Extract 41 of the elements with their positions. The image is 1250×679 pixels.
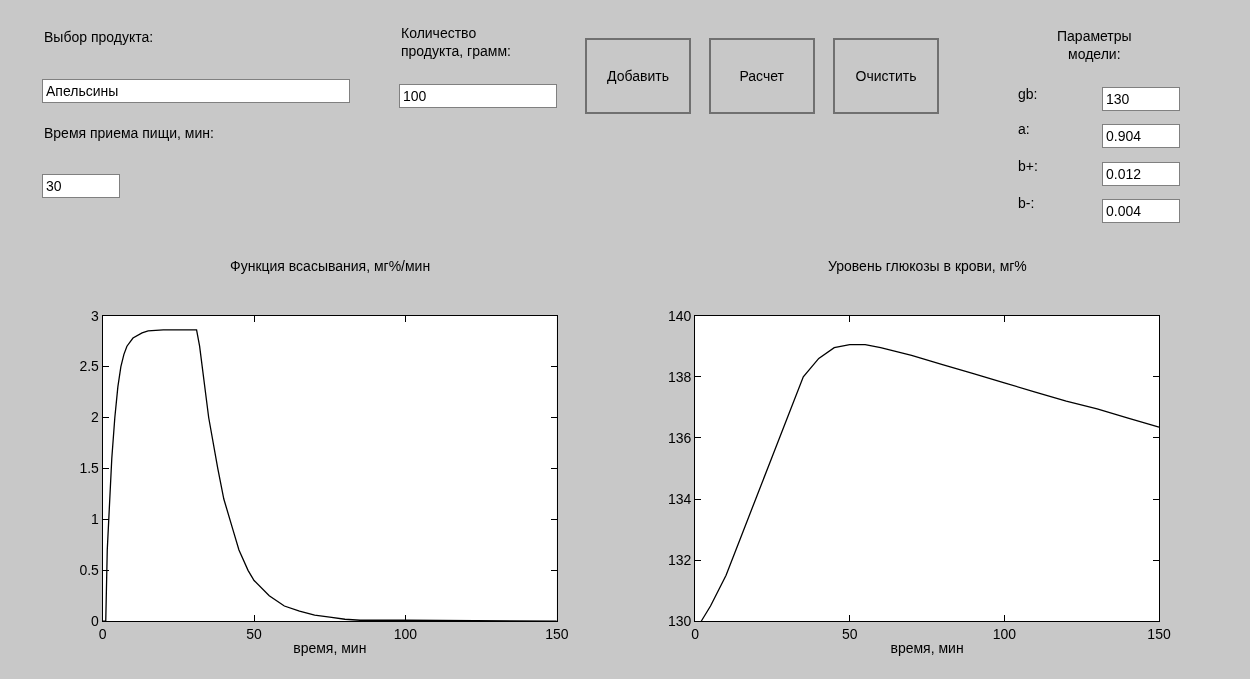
chart-title: Уровень глюкозы в крови, мг%	[828, 258, 1027, 274]
text: b-:	[1018, 195, 1035, 211]
y-tick-label: 138	[667, 368, 692, 385]
y-tick-label: 1.5	[79, 460, 100, 477]
text: gb:	[1018, 86, 1038, 102]
y-tick-label: 2.5	[79, 358, 100, 375]
text: a:	[1018, 121, 1030, 137]
x-tick-label: 100	[992, 626, 1017, 643]
x-tick-label: 150	[1147, 626, 1171, 643]
text: Параметры модели:	[1057, 28, 1132, 63]
y-tick-label: 0	[91, 613, 100, 630]
text: Очистить	[855, 68, 917, 84]
text: Время приема пищи, мин:	[44, 125, 214, 141]
y-tick-label: 140	[667, 307, 692, 324]
y-tick-label: 132	[667, 552, 692, 569]
chart-title: Функция всасывания, мг%/мин	[230, 258, 431, 274]
x-axis-title: время, мин	[890, 640, 964, 657]
x-tick-label: 50	[841, 626, 858, 643]
x-axis-title: время, мин	[293, 640, 367, 657]
y-tick-label: 136	[667, 429, 692, 446]
text: Добавить	[607, 68, 669, 84]
y-tick-label: 1	[91, 511, 100, 528]
text: 130	[1106, 91, 1130, 107]
x-tick-label: 100	[393, 626, 418, 643]
y-tick-label: 3	[91, 307, 100, 324]
text: Апельсины	[46, 83, 119, 99]
y-tick-label: 134	[667, 490, 692, 507]
x-tick-label: 50	[246, 626, 263, 643]
y-tick-label: 130	[667, 613, 692, 630]
text: Выбор продукта:	[44, 29, 154, 45]
text: 30	[46, 178, 62, 194]
text: 0.004	[1106, 203, 1142, 219]
y-tick-label: 2	[91, 409, 100, 426]
text: Количество продукта, грамм:	[401, 25, 511, 60]
text: 0.012	[1106, 166, 1142, 182]
text: Расчет	[739, 68, 785, 84]
text: 0.904	[1106, 128, 1142, 144]
x-tick-label: 150	[545, 626, 569, 643]
text: b+:	[1018, 158, 1038, 174]
y-tick-label: 0.5	[79, 562, 100, 579]
text: 100	[403, 88, 427, 104]
